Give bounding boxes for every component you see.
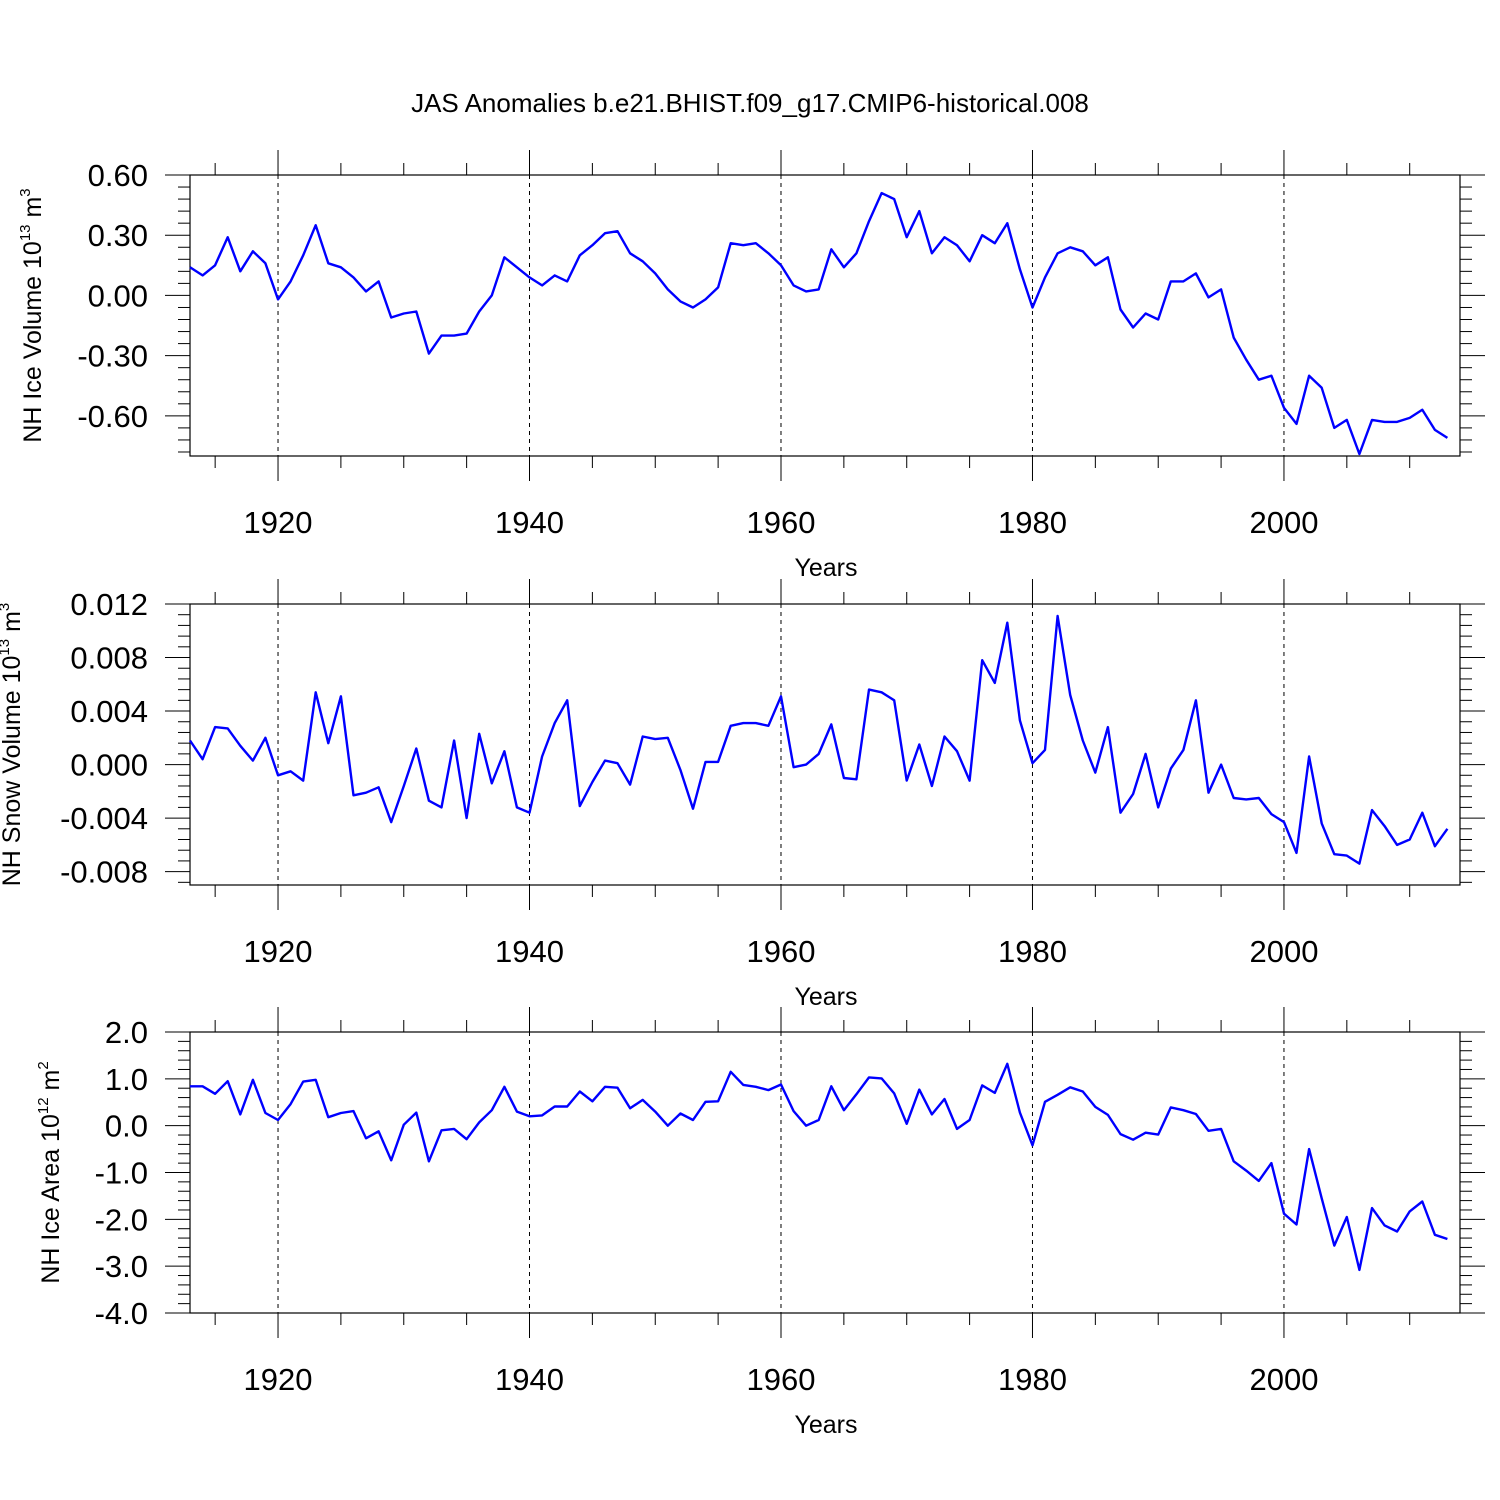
- panel-1: 1920 1940 1960 1980 2000 Years 0.60 0.30 0.00 -0.…: [17, 150, 1485, 582]
- x-tick-label: 1940: [495, 1362, 564, 1397]
- x-tick-label: 2000: [1249, 934, 1318, 969]
- x-axis-label: Years: [794, 983, 857, 1011]
- x-tick-label: 1920: [244, 1362, 313, 1397]
- series-line: [189, 614, 1449, 865]
- y-label-unit-exponent: 3: [17, 188, 34, 196]
- y-tick-label: 1.0: [105, 1062, 148, 1097]
- y-tick-label: -0.60: [77, 399, 148, 434]
- y-label-unit: m: [0, 611, 26, 639]
- y-label-exponent: 13: [0, 639, 13, 656]
- y-label-exponent: 12: [35, 1097, 52, 1114]
- y-tick-label: -3.0: [95, 1249, 148, 1284]
- y-tick-label: 0.60: [88, 158, 148, 193]
- y-axis-label: NH Ice Volume 1013 m3: [17, 188, 47, 442]
- x-tick-label: 1920: [244, 934, 313, 969]
- x-tick-label: 1960: [747, 934, 816, 969]
- series-line: [189, 191, 1449, 456]
- x-tick-label: 1960: [747, 1362, 816, 1397]
- plot-frame: [189, 1031, 1461, 1314]
- y-label-unit-exponent: 3: [0, 603, 13, 611]
- y-tick-label: -0.008: [60, 855, 148, 890]
- x-tick-label: 1940: [495, 505, 564, 540]
- y-tick-label: -4.0: [95, 1296, 148, 1331]
- x-tick-label: 2000: [1249, 1362, 1318, 1397]
- x-tick-label: 1980: [998, 505, 1067, 540]
- y-tick-label: -2.0: [95, 1202, 148, 1237]
- y-tick-label: 2.0: [105, 1015, 148, 1050]
- plot-frame: [189, 174, 1461, 457]
- x-tick-label: 1980: [998, 934, 1067, 969]
- x-axis-label: Years: [794, 554, 857, 582]
- x-axis-label: Years: [794, 1411, 857, 1439]
- y-tick-label: -0.004: [60, 801, 148, 836]
- y-label-main: NH Ice Area 10: [37, 1114, 65, 1284]
- panels: 1920 1940 1960 1980 2000 Years 0.60 0.30 0.00 -0.…: [0, 150, 1485, 1439]
- x-tick-label: 1920: [244, 505, 313, 540]
- y-tick-label: 0.000: [70, 748, 148, 783]
- x-tick-label: 2000: [1249, 505, 1318, 540]
- y-tick-label: 0.004: [70, 694, 148, 729]
- x-tick-label: 1960: [747, 505, 816, 540]
- panel-2: 1920 1940 1960 1980 2000 Years 0.012 0.008 0.004…: [0, 579, 1485, 1011]
- y-label-main: NH Ice Volume 10: [19, 241, 47, 443]
- y-tick-label: 0.012: [70, 587, 148, 622]
- y-axis-label: NH Snow Volume 1013 m3: [0, 603, 26, 887]
- y-tick-label: 0.30: [88, 218, 148, 253]
- series-line: [190, 1062, 1448, 1272]
- y-axis-label: NH Ice Area 1012 m2: [35, 1061, 65, 1283]
- chart-title: JAS Anomalies b.e21.BHIST.f09_g17.CMIP6-…: [411, 88, 1089, 118]
- y-tick-label: 0.00: [88, 278, 148, 313]
- y-tick-label: 0.008: [70, 641, 148, 676]
- plot-frame: [189, 603, 1461, 886]
- x-tick-label: 1940: [495, 934, 564, 969]
- y-label-unit: m: [19, 197, 47, 225]
- y-tick-label: -1.0: [95, 1156, 148, 1191]
- y-label-main: NH Snow Volume 10: [0, 656, 26, 887]
- y-label-exponent: 13: [17, 224, 34, 241]
- y-tick-label: 0.0: [105, 1109, 148, 1144]
- y-label-unit: m: [37, 1070, 65, 1098]
- y-label-unit-exponent: 2: [35, 1061, 52, 1069]
- panel-3: 1920 1940 1960 1980 2000 Years 2.0 1.0 0.0 -1.0 -2…: [35, 1007, 1485, 1439]
- x-tick-label: 1980: [998, 1362, 1067, 1397]
- y-tick-label: -0.30: [77, 339, 148, 374]
